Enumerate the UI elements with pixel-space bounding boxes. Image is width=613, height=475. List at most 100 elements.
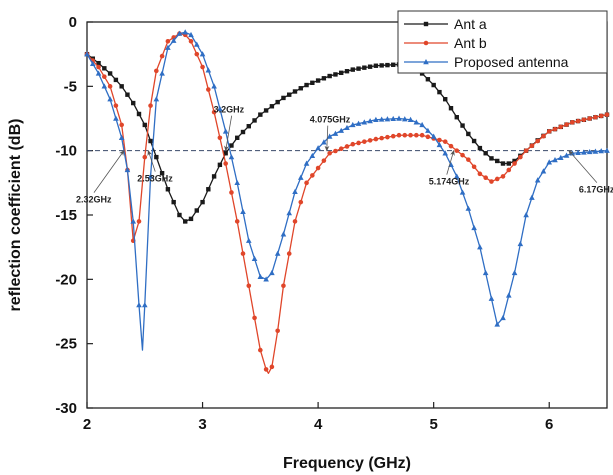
- series-point: [107, 71, 113, 76]
- annotation-label: 3.2GHz: [214, 105, 245, 115]
- series-point: [246, 124, 251, 129]
- series-point: [240, 208, 246, 214]
- series-point: [96, 60, 101, 66]
- series-point: [263, 367, 269, 372]
- series-point: [518, 154, 523, 160]
- series-point: [303, 160, 310, 166]
- series-point: [275, 328, 280, 334]
- series-point: [350, 141, 356, 147]
- series-point: [304, 180, 309, 186]
- series-point: [327, 73, 332, 79]
- series-point: [558, 124, 564, 130]
- x-tick-label: 6: [545, 416, 553, 433]
- series-point: [258, 112, 263, 117]
- legend-label: Ant a: [454, 16, 487, 32]
- series-point: [598, 113, 604, 119]
- series-point: [460, 152, 465, 158]
- annotation-arrow: [568, 150, 598, 183]
- series-point: [84, 51, 90, 57]
- series-point: [581, 117, 587, 123]
- series-point: [188, 216, 194, 222]
- legend: Ant a Ant b Proposed antenna: [397, 10, 608, 74]
- series-point: [512, 158, 517, 164]
- series-point: [297, 174, 304, 180]
- annotation-label: 6.17GHz: [579, 185, 613, 195]
- series-point: [177, 212, 182, 218]
- series-point: [506, 161, 511, 166]
- series-point: [321, 76, 327, 81]
- series-point: [235, 135, 240, 140]
- series-point: [500, 314, 506, 321]
- series-point: [564, 122, 569, 127]
- series-point: [159, 53, 165, 59]
- series-point: [315, 165, 321, 171]
- series-point: [113, 115, 119, 121]
- series-point: [281, 283, 286, 289]
- series-point: [165, 39, 171, 44]
- series-point: [494, 321, 501, 327]
- series-point: [512, 161, 517, 166]
- series-point: [425, 134, 431, 140]
- annotation-arrow: [446, 149, 455, 175]
- series-point: [333, 72, 338, 77]
- series-point: [419, 132, 425, 138]
- series-point: [159, 170, 165, 176]
- series-point: [570, 120, 575, 125]
- series-point: [234, 219, 240, 224]
- series-point: [229, 143, 234, 148]
- crossing-annotation: 4.075GHz: [310, 115, 351, 152]
- series-point: [557, 154, 564, 160]
- annotation-arrow: [93, 150, 125, 193]
- series-point: [217, 135, 223, 141]
- series-point: [489, 179, 494, 184]
- series-point: [298, 86, 303, 91]
- series-point: [107, 96, 113, 102]
- series-point: [362, 65, 367, 70]
- series-point: [471, 138, 477, 144]
- series-point: [355, 120, 362, 126]
- series-point: [269, 364, 275, 370]
- legend-swatch-marker: [423, 40, 429, 46]
- series-point: [401, 116, 408, 122]
- series-point: [552, 126, 558, 132]
- series-point: [136, 219, 142, 224]
- series-point: [304, 82, 309, 88]
- series-point: [274, 250, 281, 256]
- y-tick-label: -5: [64, 78, 77, 95]
- series-point: [200, 64, 205, 70]
- series-point: [148, 103, 153, 108]
- series-point: [141, 302, 148, 308]
- series-point: [102, 66, 107, 71]
- series-point: [223, 161, 228, 166]
- series-point: [165, 187, 171, 192]
- series-point: [396, 132, 402, 138]
- series-point: [119, 122, 124, 128]
- series-point: [89, 60, 96, 67]
- series-point: [385, 134, 390, 140]
- series-point: [517, 240, 524, 247]
- series-point: [477, 145, 483, 151]
- series-point: [529, 194, 535, 200]
- x-tick-label: 3: [198, 416, 206, 433]
- series-point: [477, 244, 483, 250]
- series-point: [223, 151, 228, 156]
- series-point: [356, 66, 361, 71]
- series-point: [373, 63, 379, 68]
- series-point: [483, 175, 488, 180]
- series-point: [251, 255, 258, 261]
- series-point: [442, 139, 448, 144]
- series-point: [194, 208, 199, 213]
- series-point: [344, 144, 350, 149]
- series-point: [466, 157, 471, 162]
- series-point: [419, 121, 425, 128]
- legend-entry: Ant b: [404, 35, 487, 51]
- series-point: [361, 119, 368, 125]
- series-point: [205, 67, 212, 73]
- series-point: [367, 64, 373, 69]
- series-point: [454, 115, 459, 120]
- legend-box: [397, 10, 608, 74]
- series-point: [604, 112, 610, 117]
- series-point: [234, 179, 241, 186]
- series-point: [436, 141, 443, 148]
- series-point: [240, 129, 246, 135]
